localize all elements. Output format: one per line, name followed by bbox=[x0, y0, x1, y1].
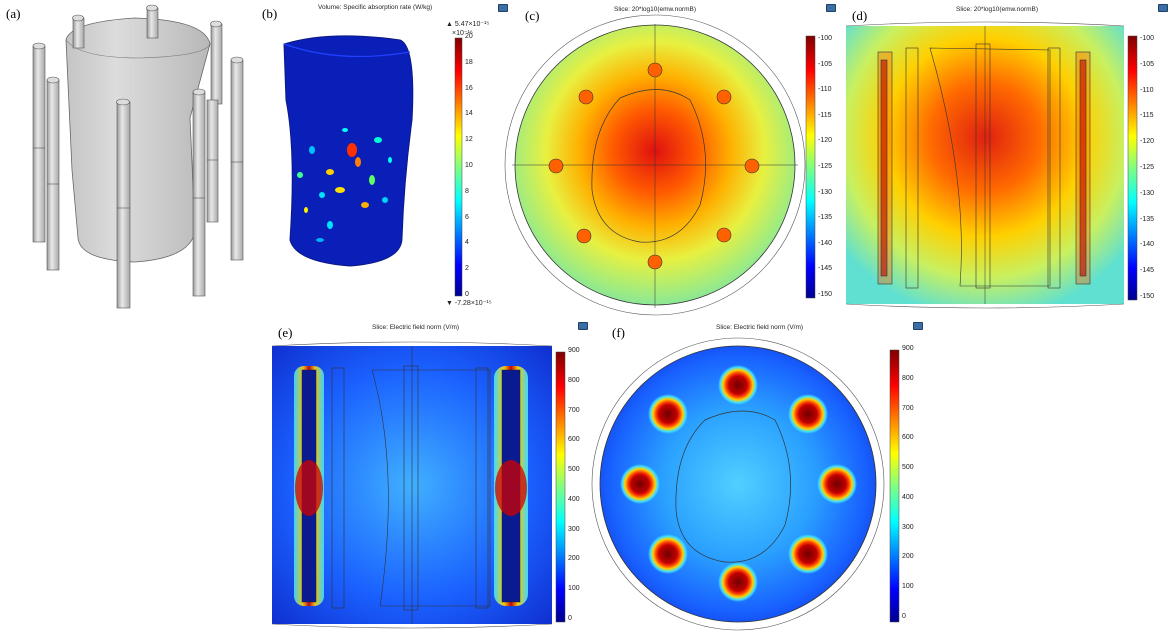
colorbar-c-tick-label: -115 bbox=[818, 111, 832, 119]
panel-c-label: (c) bbox=[525, 8, 540, 23]
camera-icon[interactable] bbox=[913, 322, 923, 330]
colorbar-d-tick-label: -140 bbox=[1140, 241, 1155, 249]
colorbar-e-tick-label: 600 bbox=[568, 436, 580, 444]
colorbar-b-tick-label: 2 bbox=[465, 265, 469, 273]
colorbar-b-tick-label: 18 bbox=[465, 58, 473, 66]
colorbar-b-max: ▲ 5.47×10⁻¹⁵ bbox=[446, 21, 490, 28]
colorbar-b bbox=[454, 37, 463, 297]
panel-b-volume bbox=[283, 35, 463, 297]
colorbar-e-tick-label: 300 bbox=[568, 525, 580, 533]
panel-e-slice bbox=[271, 341, 566, 629]
camera-icon[interactable] bbox=[1158, 4, 1168, 12]
panel-c-title: Slice: 20*log10(emw.normB) bbox=[614, 6, 697, 13]
colorbar-c-tick-label: -105 bbox=[818, 60, 833, 68]
antenna-sources-f bbox=[620, 365, 857, 602]
colorbar-d-tick-label: -120 bbox=[1140, 138, 1155, 146]
colorbar-f-tick-label: 700 bbox=[902, 404, 914, 412]
colorbar-d-tick-label: -110 bbox=[1140, 86, 1154, 94]
colorbar-b-min: ▼ -7.28×10⁻¹⁵ bbox=[446, 300, 492, 307]
colorbar-b-tick-label: 6 bbox=[465, 213, 469, 221]
panel-e-title: Slice: Electric field norm (V/m) bbox=[372, 324, 460, 331]
panel-e-label: (e) bbox=[278, 325, 293, 340]
hot-rods-e bbox=[294, 366, 528, 606]
panel-f-title: Slice: Electric field norm (V/m) bbox=[716, 324, 804, 331]
colorbar-c-tick-label: -140 bbox=[818, 239, 833, 247]
panel-d-title: Slice: 20*log10(emw.normB) bbox=[956, 6, 1039, 13]
colorbar-f-tick-label: 600 bbox=[902, 434, 914, 442]
colorbar-e-tick-label: 100 bbox=[568, 585, 580, 593]
colorbar-e-tick-label: 400 bbox=[568, 495, 580, 503]
colorbar-f-tick-label: 500 bbox=[902, 464, 914, 472]
phantom-outline-f bbox=[675, 410, 791, 563]
colorbar-e-tick-label: 800 bbox=[568, 376, 580, 384]
colorbar-e-tick-label: 700 bbox=[568, 406, 580, 414]
colorbar-b-tick-label: 4 bbox=[465, 239, 469, 247]
colorbar-b-tick-label: 8 bbox=[465, 187, 469, 195]
panel-b-title: Volume: Specific absorption rate (W/kg) bbox=[318, 4, 433, 11]
camera-icon[interactable] bbox=[826, 4, 836, 12]
colorbar-e-tick-label: 500 bbox=[568, 466, 580, 474]
colorbar-f-tick-label: 400 bbox=[902, 493, 914, 501]
colorbar-f-tick-label: 100 bbox=[902, 583, 914, 591]
colorbar-d-tick-label: -145 bbox=[1140, 267, 1155, 275]
colorbar-f-tick-label: 200 bbox=[902, 553, 914, 561]
colorbar-d-tick-label: -105 bbox=[1140, 60, 1155, 68]
antenna-rods-d bbox=[877, 43, 1091, 289]
colorbar-b-tick-label: 20 bbox=[465, 33, 473, 40]
colorbar-b-tick-label: 12 bbox=[465, 136, 473, 144]
panel-f-slice bbox=[591, 337, 900, 631]
colorbar-e bbox=[555, 351, 566, 623]
panel-d-label: (d) bbox=[852, 8, 868, 23]
panel-a-label: (a) bbox=[6, 6, 21, 21]
colorbar-d bbox=[1127, 35, 1138, 301]
colorbar-f-tick-label: 0 bbox=[902, 613, 906, 620]
colorbar-b-tick-label: 14 bbox=[465, 110, 473, 118]
colorbar-f-tick-label: 800 bbox=[902, 374, 914, 382]
panel-a-geometry bbox=[32, 4, 244, 309]
colorbar-f-tick-label: 900 bbox=[902, 345, 914, 352]
antenna-rods-a bbox=[32, 4, 244, 309]
colorbar-c-tick-label: -100 bbox=[818, 35, 833, 42]
panel-c-slice bbox=[504, 14, 816, 316]
colorbar-c-tick-label: -145 bbox=[818, 265, 833, 273]
colorbar-b-tick-label: 0 bbox=[465, 291, 469, 298]
colorbar-c-tick-label: -120 bbox=[818, 137, 833, 145]
colorbar-d-tick-label: -130 bbox=[1140, 189, 1155, 197]
colorbar-b-tick-label: 10 bbox=[465, 162, 473, 169]
colorbar-d-tick-label: -115 bbox=[1140, 112, 1154, 120]
colorbar-e-tick-label: 900 bbox=[568, 347, 580, 354]
camera-icon[interactable] bbox=[498, 4, 508, 12]
colorbar-e-tick-label: 200 bbox=[568, 555, 580, 563]
colorbar-c-tick-label: -135 bbox=[818, 214, 833, 222]
colorbar-d-tick-label: -135 bbox=[1140, 215, 1155, 223]
colorbar-c-tick-label: -150 bbox=[818, 291, 833, 298]
colorbar-c-tick-label: -130 bbox=[818, 188, 833, 196]
camera-icon[interactable] bbox=[578, 322, 588, 330]
panel-f-label: (f) bbox=[612, 325, 625, 340]
phantom-outline-c bbox=[591, 89, 706, 243]
colorbar-f bbox=[889, 349, 900, 623]
colorbar-c-tick-label: -125 bbox=[818, 163, 833, 170]
antenna-sources-c bbox=[548, 62, 760, 270]
colorbar-e-tick-label: 0 bbox=[568, 615, 572, 622]
colorbar-b-tick-label: 16 bbox=[465, 84, 473, 92]
panel-b-label: (b) bbox=[262, 6, 278, 21]
panel-d-slice bbox=[845, 21, 1138, 309]
colorbar-c-tick-label: -110 bbox=[818, 86, 832, 94]
colorbar-b-exponent: ×10⁻¹⁶ bbox=[452, 30, 473, 37]
colorbar-d-tick-label: -100 bbox=[1140, 35, 1155, 42]
colorbar-c bbox=[805, 35, 816, 299]
colorbar-d-tick-label: -125 bbox=[1140, 164, 1155, 171]
colorbar-d-tick-label: -150 bbox=[1140, 293, 1155, 300]
sar-hotspots bbox=[297, 128, 392, 242]
colorbar-f-tick-label: 300 bbox=[902, 523, 914, 531]
